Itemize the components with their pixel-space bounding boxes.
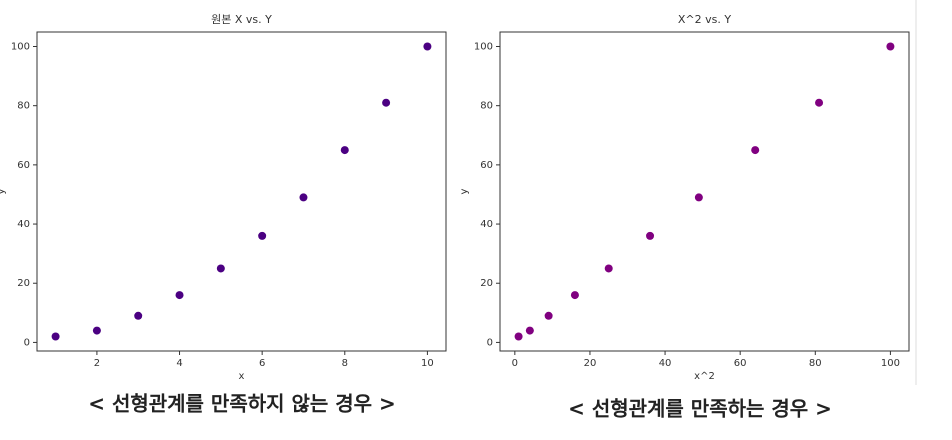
point	[886, 42, 895, 51]
point	[92, 326, 101, 335]
y-tick-label: 0	[24, 337, 30, 348]
x-tick-label: 60	[734, 358, 747, 369]
point	[604, 264, 613, 273]
point	[423, 42, 432, 51]
y-tick-label: 20	[17, 278, 30, 289]
point	[134, 311, 143, 320]
point	[694, 193, 703, 202]
point	[299, 193, 308, 202]
x-tick-label: 40	[659, 358, 672, 369]
axes-frame	[36, 31, 447, 352]
point	[51, 332, 60, 341]
y-tick-label: 60	[480, 160, 493, 171]
x-axis-label: x^2	[694, 371, 715, 382]
point	[216, 264, 225, 273]
x-tick-label: 10	[421, 358, 434, 369]
point	[525, 326, 534, 335]
chart-title: 원본 X vs. Y	[211, 13, 272, 26]
x-tick-label: 4	[176, 358, 182, 369]
point	[646, 231, 655, 240]
x-tick-label: 0	[512, 358, 518, 369]
y-tick-label: 0	[487, 337, 493, 348]
y-tick-label: 20	[480, 278, 493, 289]
axes-frame	[499, 31, 910, 352]
point	[175, 291, 184, 300]
point	[570, 291, 579, 300]
x-tick-label: 20	[584, 358, 597, 369]
point	[340, 146, 349, 155]
point	[258, 231, 267, 240]
point	[815, 98, 824, 107]
y-tick-label: 80	[480, 101, 493, 112]
x-tick-label: 6	[259, 358, 265, 369]
caption: < 선형관계를 만족하지 않는 경우 >	[88, 392, 396, 416]
x-tick-label: 100	[881, 358, 900, 369]
x-tick-label: 8	[342, 358, 348, 369]
chart-title: X^2 vs. Y	[678, 13, 731, 26]
x-tick-label: 80	[809, 358, 822, 369]
y-axis-label: y	[459, 188, 470, 194]
y-tick-label: 100	[11, 42, 30, 53]
y-tick-label: 80	[17, 101, 30, 112]
x-tick-label: 2	[94, 358, 100, 369]
y-tick-label: 100	[474, 42, 493, 53]
y-tick-label: 40	[480, 219, 493, 230]
y-tick-label: 60	[17, 160, 30, 171]
x-axis-label: x	[239, 371, 245, 382]
y-axis-label: y	[0, 188, 7, 194]
point	[751, 146, 760, 155]
point	[544, 311, 553, 320]
point	[514, 332, 523, 341]
point	[382, 98, 391, 107]
y-tick-label: 40	[17, 219, 30, 230]
caption: < 선형관계를 만족하는 경우 >	[568, 397, 832, 421]
